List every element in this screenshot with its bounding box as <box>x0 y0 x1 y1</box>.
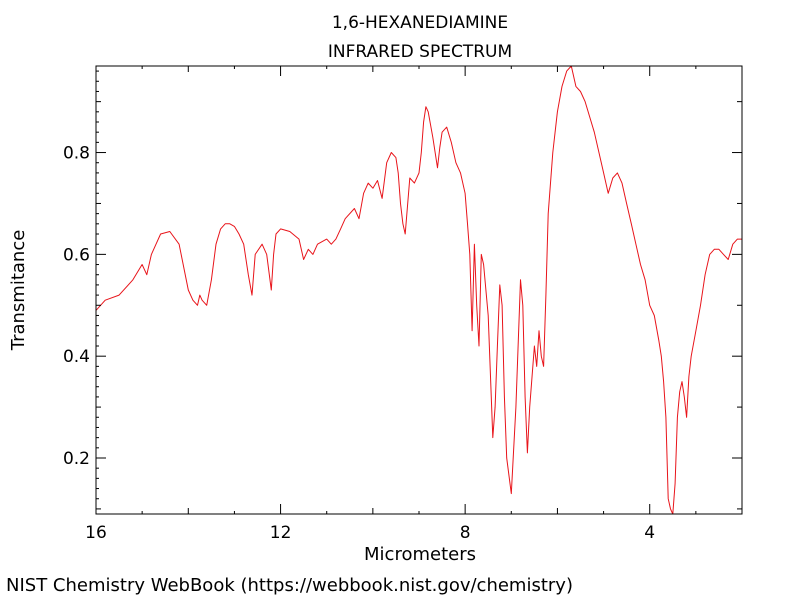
plot-area <box>95 65 742 515</box>
y-tick-label: 0.4 <box>63 347 90 367</box>
x-tick-label: 4 <box>644 523 655 543</box>
x-tick-label: 12 <box>270 523 292 543</box>
x-tick-label: 8 <box>460 523 471 543</box>
chart-title: 1,6-HEXANEDIAMINE <box>332 13 508 33</box>
x-axis: 16 12 8 4 <box>85 66 743 543</box>
x-tick-label: 16 <box>85 523 107 543</box>
y-axis-label: Transmitance <box>8 230 29 352</box>
source-credit: NIST Chemistry WebBook (https://webbook.… <box>6 575 573 596</box>
y-axis: 0.2 0.4 0.6 0.8 <box>63 70 742 510</box>
y-tick-label: 0.8 <box>63 144 90 164</box>
y-tick-label: 0.6 <box>63 245 90 265</box>
y-tick-label: 0.2 <box>63 449 90 469</box>
spectrum-line-0 <box>95 65 742 515</box>
chart-subtitle: INFRARED SPECTRUM <box>328 42 512 62</box>
x-axis-label: Micrometers <box>364 544 476 565</box>
plot-frame <box>95 65 743 515</box>
